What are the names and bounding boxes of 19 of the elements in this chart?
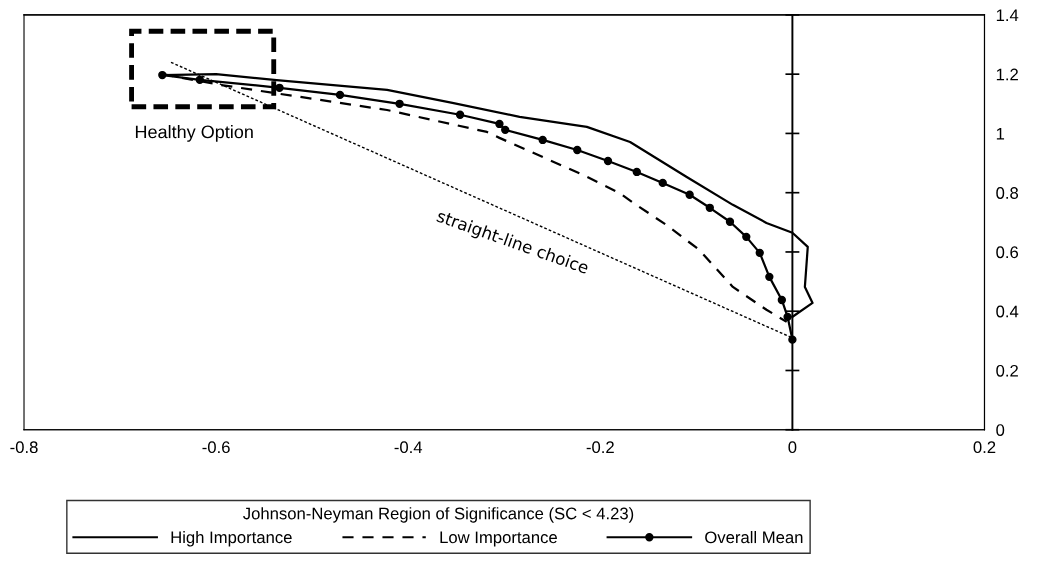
x-tick-label: -0.8 xyxy=(10,441,38,454)
y-tick-label: 1 xyxy=(996,128,1005,140)
x-tick-label: 0 xyxy=(788,441,797,454)
y-tick-label: 0 xyxy=(996,424,1005,436)
x-tick-label: -0.2 xyxy=(586,441,614,454)
legend-title: Johnson-Neyman Region of Significance (SC < 4.23) xyxy=(243,507,634,523)
y-tick-label: 1.2 xyxy=(996,68,1018,81)
x-tick-label: -0.4 xyxy=(394,441,423,454)
y-tick-label: 0.8 xyxy=(996,187,1019,199)
legend-label: Low Importance xyxy=(440,531,557,547)
y-tick-label: 0.2 xyxy=(996,364,1018,377)
annotation: Healthy Option xyxy=(135,125,253,142)
legend-label: Overall Mean xyxy=(705,531,803,544)
y-tick-label: 0.4 xyxy=(996,305,1019,318)
x-tick-label: 0.2 xyxy=(973,441,996,454)
y-tick-label: 0.6 xyxy=(996,246,1019,259)
y-tick-label: 1.4 xyxy=(996,9,1019,21)
legend-label: High Importance xyxy=(171,531,292,547)
x-tick-label: -0.6 xyxy=(202,441,230,454)
